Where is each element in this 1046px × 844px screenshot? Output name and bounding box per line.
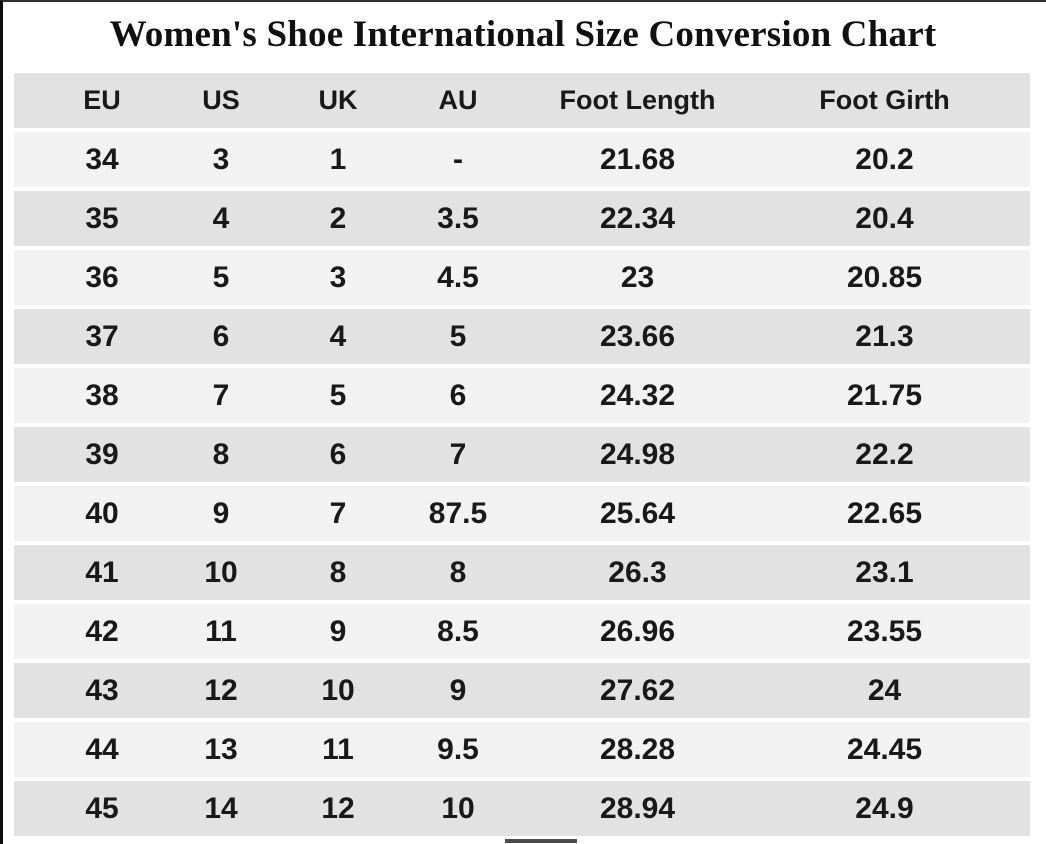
cell-us: 11 — [162, 602, 280, 663]
cell-us: 9 — [162, 484, 280, 545]
cell-au: 10 — [396, 779, 520, 840]
table-row: 36 5 3 4.5 23 20.85 — [14, 248, 1030, 309]
cell-us: 13 — [162, 720, 280, 781]
cell-eu: 34 — [14, 130, 162, 191]
column-header-uk: UK — [280, 73, 396, 132]
cell-us: 10 — [162, 543, 280, 604]
table-body: 34 3 1 - 21.68 20.2 35 4 2 3.5 22.34 20.… — [14, 130, 1030, 840]
cell-foot-girth: 22.65 — [739, 484, 1030, 545]
cell-eu: 43 — [14, 661, 162, 722]
cell-us: 6 — [162, 307, 280, 368]
table-row: 38 7 5 6 24.32 21.75 — [14, 366, 1030, 427]
page-title: Women's Shoe International Size Conversi… — [109, 14, 937, 55]
cell-eu: 35 — [14, 189, 162, 250]
cell-foot-girth: 24.9 — [739, 779, 1030, 840]
cell-uk: 2 — [280, 189, 396, 250]
cell-foot-girth: 21.75 — [739, 366, 1030, 427]
table-row: 42 11 9 8.5 26.96 23.55 — [14, 602, 1030, 663]
cell-foot-girth: 21.3 — [739, 307, 1030, 368]
cell-us: 7 — [162, 366, 280, 427]
cell-foot-length: 22.34 — [520, 189, 739, 250]
table-row: 35 4 2 3.5 22.34 20.4 — [14, 189, 1030, 250]
cell-au: 3.5 — [396, 189, 520, 250]
cell-au: 5 — [396, 307, 520, 368]
cell-eu: 36 — [14, 248, 162, 309]
cell-uk: 1 — [280, 130, 396, 191]
cell-eu: 42 — [14, 602, 162, 663]
cell-foot-girth: 22.2 — [739, 425, 1030, 486]
cell-us: 4 — [162, 189, 280, 250]
cell-foot-length: 25.64 — [520, 484, 739, 545]
size-conversion-table: EU US UK AU Foot Length Foot Girth 34 3 … — [14, 73, 1030, 840]
cell-foot-length: 23.66 — [520, 307, 739, 368]
cell-uk: 4 — [280, 307, 396, 368]
cell-uk: 10 — [280, 661, 396, 722]
column-header-foot-girth: Foot Girth — [739, 73, 1030, 132]
cell-au: 9 — [396, 661, 520, 722]
cell-foot-girth: 24.45 — [739, 720, 1030, 781]
table-row: 45 14 12 10 28.94 24.9 — [14, 779, 1030, 840]
cell-eu: 38 — [14, 366, 162, 427]
cell-au: 8.5 — [396, 602, 520, 663]
cell-foot-girth: 20.85 — [739, 248, 1030, 309]
table-row: 34 3 1 - 21.68 20.2 — [14, 130, 1030, 191]
bottom-partial-element — [505, 839, 577, 843]
cell-uk: 6 — [280, 425, 396, 486]
cell-us: 8 — [162, 425, 280, 486]
cell-au: 4.5 — [396, 248, 520, 309]
cell-foot-length: 26.96 — [520, 602, 739, 663]
cell-foot-girth: 20.4 — [739, 189, 1030, 250]
cell-au: 6 — [396, 366, 520, 427]
cell-us: 3 — [162, 130, 280, 191]
table-row: 37 6 4 5 23.66 21.3 — [14, 307, 1030, 368]
cell-uk: 11 — [280, 720, 396, 781]
table-row: 43 12 10 9 27.62 24 — [14, 661, 1030, 722]
cell-au: 8 — [396, 543, 520, 604]
cell-uk: 12 — [280, 779, 396, 840]
cell-eu: 41 — [14, 543, 162, 604]
table-row: 44 13 11 9.5 28.28 24.45 — [14, 720, 1030, 781]
cell-foot-girth: 23.1 — [739, 543, 1030, 604]
cell-eu: 39 — [14, 425, 162, 486]
cell-uk: 3 — [280, 248, 396, 309]
cell-foot-girth: 20.2 — [739, 130, 1030, 191]
cell-uk: 7 — [280, 484, 396, 545]
cell-au: 9.5 — [396, 720, 520, 781]
cell-foot-length: 28.28 — [520, 720, 739, 781]
column-header-us: US — [162, 73, 280, 132]
cell-foot-length: 24.32 — [520, 366, 739, 427]
cell-uk: 5 — [280, 366, 396, 427]
cell-foot-length: 21.68 — [520, 130, 739, 191]
cell-eu: 45 — [14, 779, 162, 840]
cell-foot-length: 24.98 — [520, 425, 739, 486]
cell-eu: 37 — [14, 307, 162, 368]
table-row: 39 8 6 7 24.98 22.2 — [14, 425, 1030, 486]
cell-us: 14 — [162, 779, 280, 840]
column-header-au: AU — [396, 73, 520, 132]
cell-foot-length: 28.94 — [520, 779, 739, 840]
cell-foot-length: 23 — [520, 248, 739, 309]
cell-uk: 8 — [280, 543, 396, 604]
table-row: 40 9 7 87.5 25.64 22.65 — [14, 484, 1030, 545]
cell-au: 87.5 — [396, 484, 520, 545]
cell-foot-girth: 23.55 — [739, 602, 1030, 663]
table-row: 41 10 8 8 26.3 23.1 — [14, 543, 1030, 604]
cell-eu: 40 — [14, 484, 162, 545]
cell-foot-length: 26.3 — [520, 543, 739, 604]
cell-eu: 44 — [14, 720, 162, 781]
cell-foot-length: 27.62 — [520, 661, 739, 722]
column-header-eu: EU — [14, 73, 162, 132]
cell-us: 5 — [162, 248, 280, 309]
column-header-foot-length: Foot Length — [520, 73, 739, 132]
cell-au: 7 — [396, 425, 520, 486]
cell-us: 12 — [162, 661, 280, 722]
cell-foot-girth: 24 — [739, 661, 1030, 722]
cell-uk: 9 — [280, 602, 396, 663]
cell-au: - — [396, 130, 520, 191]
table-header-row: EU US UK AU Foot Length Foot Girth — [14, 73, 1030, 132]
